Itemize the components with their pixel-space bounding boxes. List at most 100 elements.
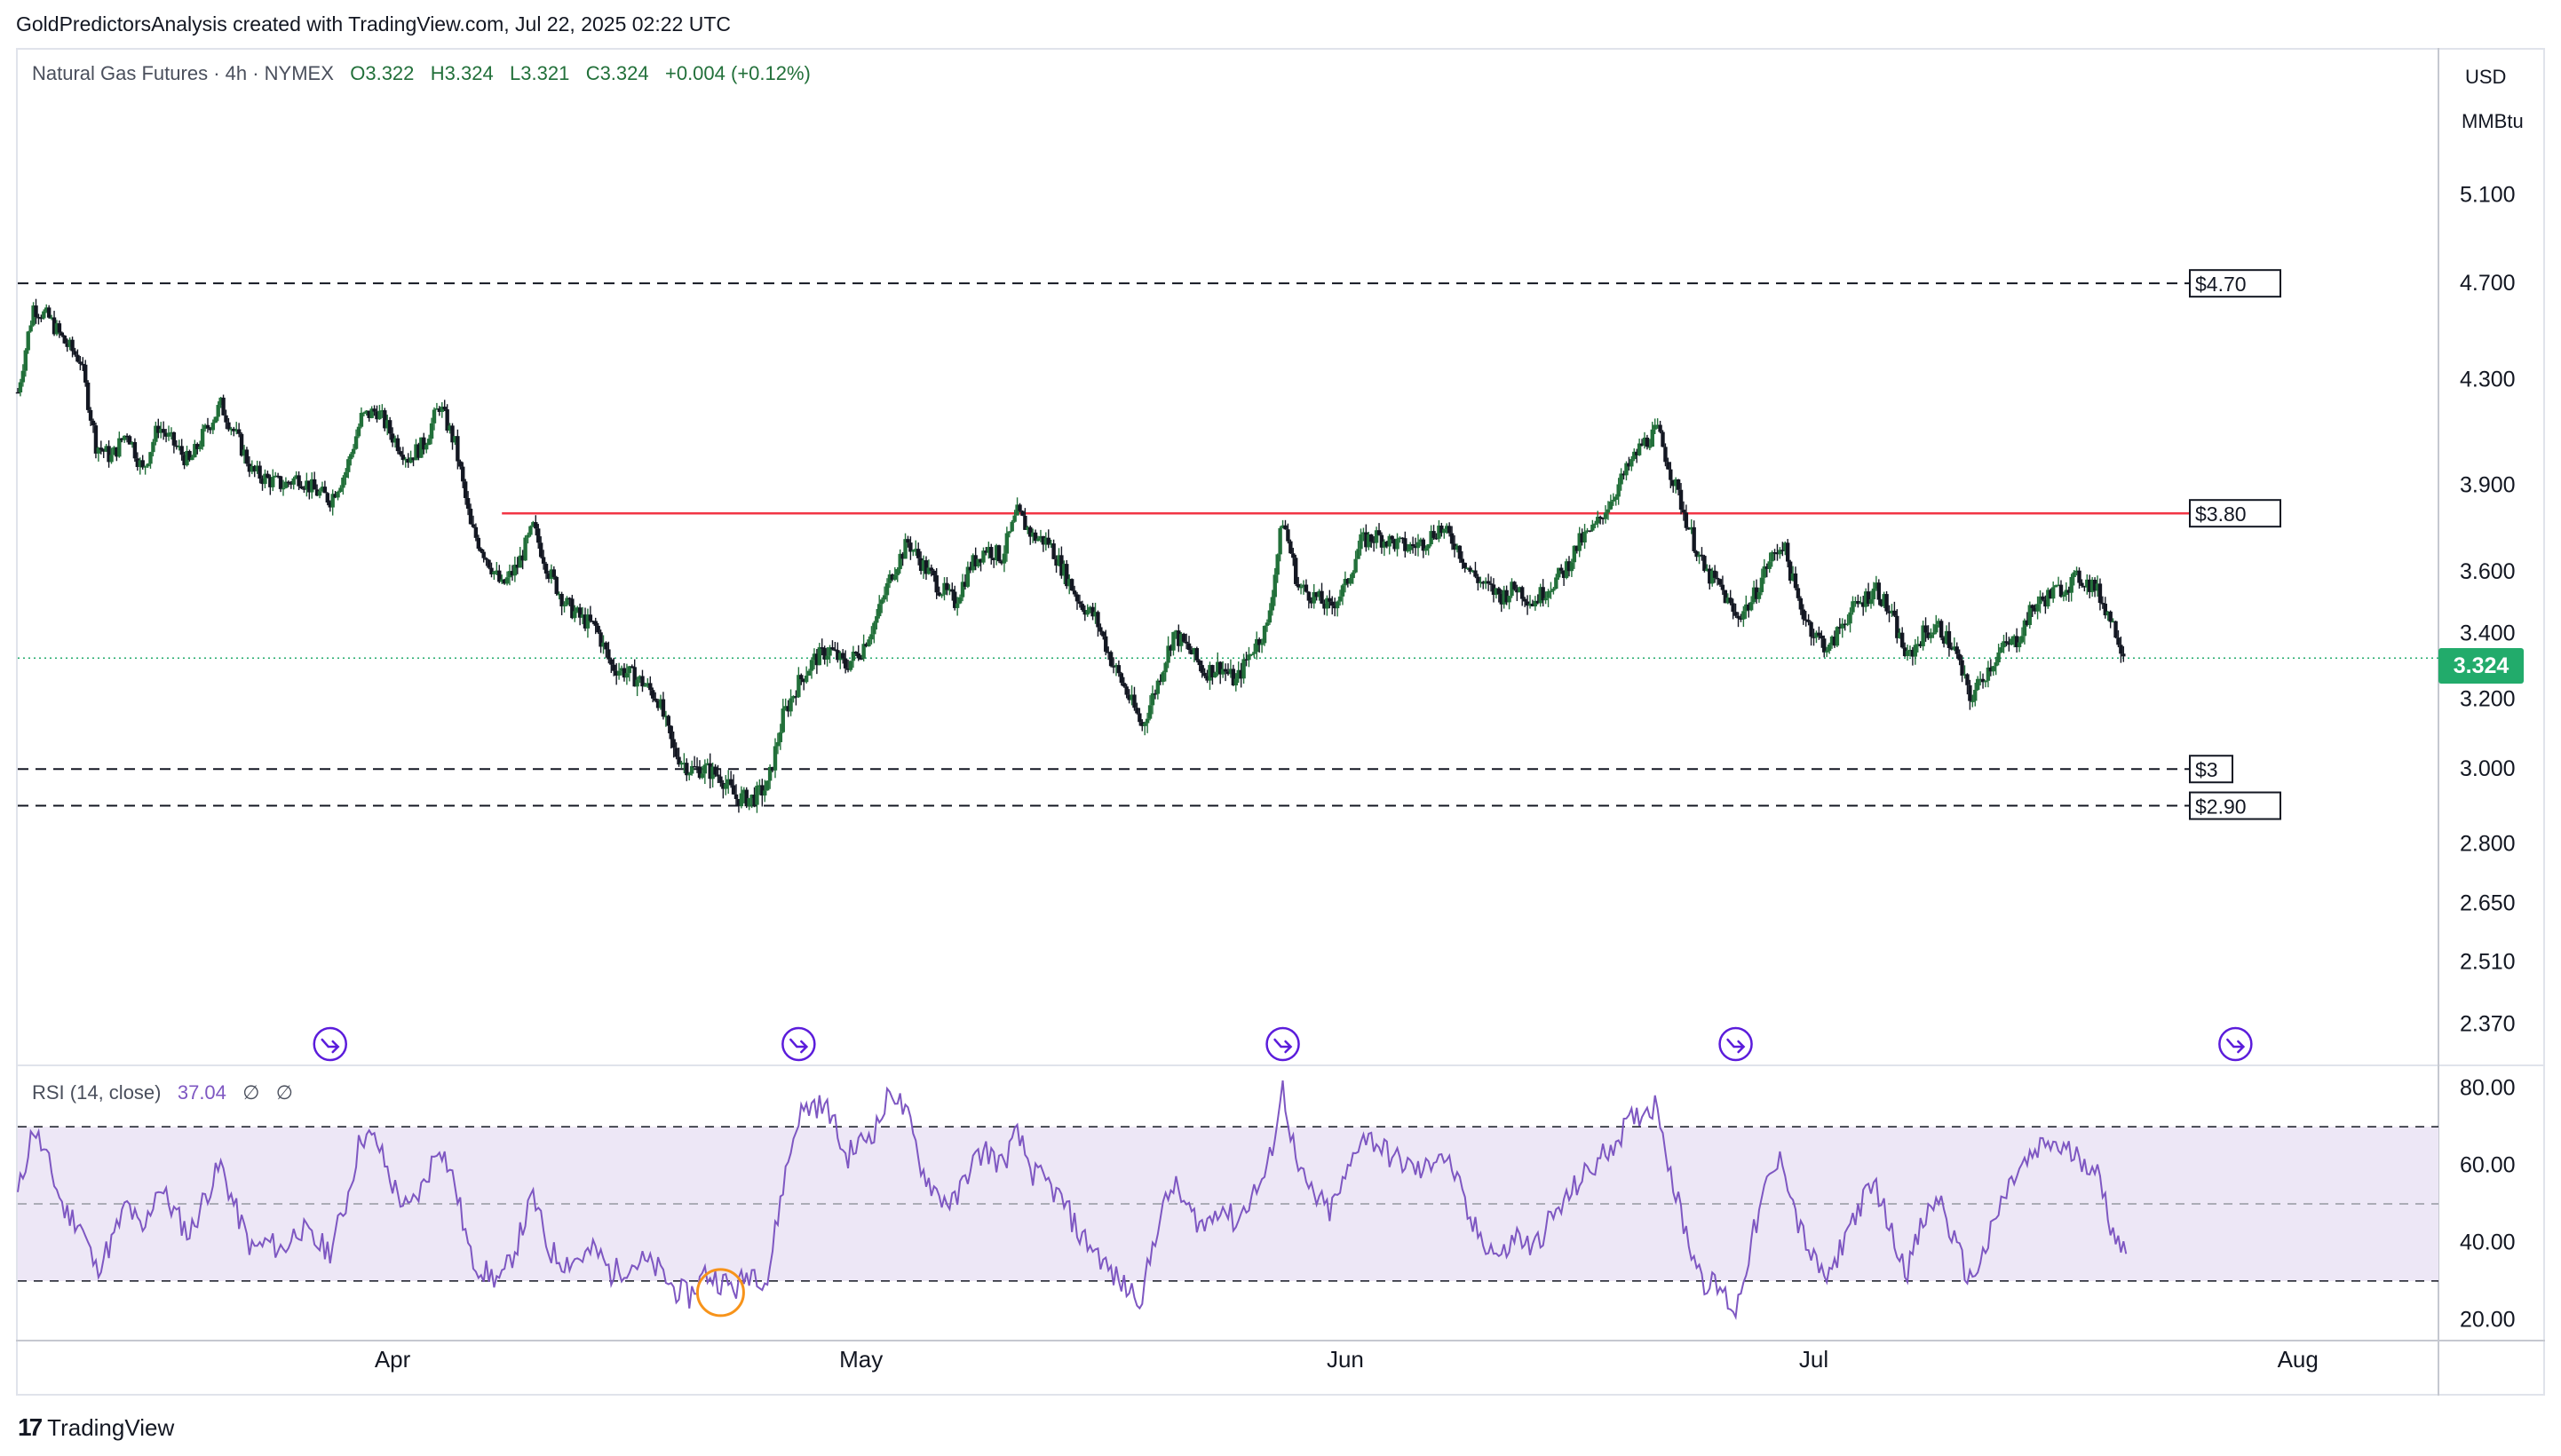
candle — [1395, 533, 1399, 557]
candle — [1775, 543, 1780, 561]
rollover-icon[interactable] — [781, 1026, 816, 1062]
candle — [1994, 656, 1998, 676]
price-tick-label: 3.000 — [2460, 756, 2516, 781]
candle — [531, 520, 535, 527]
candle — [2046, 587, 2050, 609]
candle — [914, 540, 918, 556]
candle — [146, 463, 150, 468]
candle — [987, 542, 991, 559]
candle — [1666, 457, 1670, 471]
candle — [1708, 565, 1712, 590]
candle — [1504, 585, 1509, 605]
candle — [1720, 575, 1725, 596]
candle — [414, 439, 418, 461]
candle — [465, 491, 471, 516]
candle — [1353, 550, 1358, 574]
candle — [132, 438, 138, 463]
candle — [543, 561, 549, 580]
candle — [658, 694, 663, 710]
candle — [1853, 597, 1858, 607]
candle — [1494, 588, 1499, 599]
candle — [453, 436, 457, 446]
candle — [778, 724, 783, 750]
candle — [268, 474, 273, 495]
candle — [1661, 430, 1665, 447]
candle — [856, 645, 860, 661]
candle — [1884, 591, 1889, 615]
rsi-extra-1: ∅ — [242, 1081, 260, 1104]
candle — [1923, 617, 1928, 642]
candle — [994, 543, 999, 566]
candle — [23, 348, 28, 377]
candle — [1801, 604, 1805, 625]
rsi-value: 37.04 — [177, 1081, 226, 1104]
candle — [1093, 602, 1098, 624]
candle — [726, 770, 731, 795]
tradingview-logo[interactable]: 17 TradingView — [18, 1413, 174, 1442]
candle — [1712, 565, 1717, 583]
candle — [1479, 576, 1483, 588]
candle — [1447, 522, 1452, 537]
candle — [2049, 588, 2053, 599]
candle — [1335, 600, 1340, 617]
rollover-icon[interactable] — [2218, 1026, 2253, 1062]
candle — [1114, 662, 1119, 677]
candle — [489, 562, 494, 578]
candle — [1273, 567, 1277, 606]
candle — [1035, 535, 1041, 542]
candle — [1288, 539, 1293, 554]
candle — [1733, 603, 1738, 618]
candle — [806, 669, 812, 677]
candle — [1265, 619, 1270, 632]
rollover-icon[interactable] — [313, 1026, 347, 1062]
candle — [208, 426, 213, 434]
rollover-icon[interactable] — [1718, 1026, 1753, 1062]
candle — [1926, 625, 1931, 640]
candle — [341, 475, 345, 495]
candle — [1460, 550, 1465, 569]
candle — [52, 311, 57, 336]
candle — [1905, 644, 1910, 661]
candle — [1473, 561, 1478, 579]
candle — [1104, 629, 1108, 656]
candle — [945, 577, 949, 596]
candle — [2121, 645, 2126, 662]
candle — [1241, 653, 1246, 684]
last-price-badge: 3.324 — [2438, 648, 2524, 684]
candle — [627, 666, 632, 682]
candle — [604, 641, 608, 658]
candle — [406, 453, 410, 468]
candle — [749, 794, 754, 809]
candle — [177, 439, 181, 451]
candle — [1669, 462, 1673, 488]
candle — [266, 471, 270, 479]
candle — [1809, 621, 1813, 646]
candle — [122, 435, 127, 443]
candle — [57, 320, 62, 338]
candle — [1621, 471, 1626, 480]
candle — [744, 787, 749, 809]
candle — [2061, 591, 2066, 602]
candle — [1496, 586, 1502, 603]
candle — [833, 641, 837, 652]
rollover-icon[interactable] — [1265, 1026, 1300, 1062]
candle — [908, 536, 913, 560]
candle — [197, 440, 202, 452]
candle — [575, 605, 580, 613]
candle — [1369, 534, 1374, 549]
candle — [1681, 501, 1686, 521]
candle — [1747, 602, 1751, 618]
rsi-line[interactable] — [17, 1080, 2128, 1321]
candle — [1065, 559, 1069, 590]
candle — [1827, 642, 1832, 654]
candle — [1270, 590, 1275, 616]
candle — [2080, 579, 2084, 588]
candle — [1814, 630, 1819, 644]
candle — [1944, 625, 1949, 645]
candle — [286, 480, 291, 487]
candle — [674, 742, 678, 760]
candle — [973, 547, 978, 571]
level-label-text: $3.80 — [2195, 502, 2247, 526]
candle — [2064, 582, 2069, 601]
